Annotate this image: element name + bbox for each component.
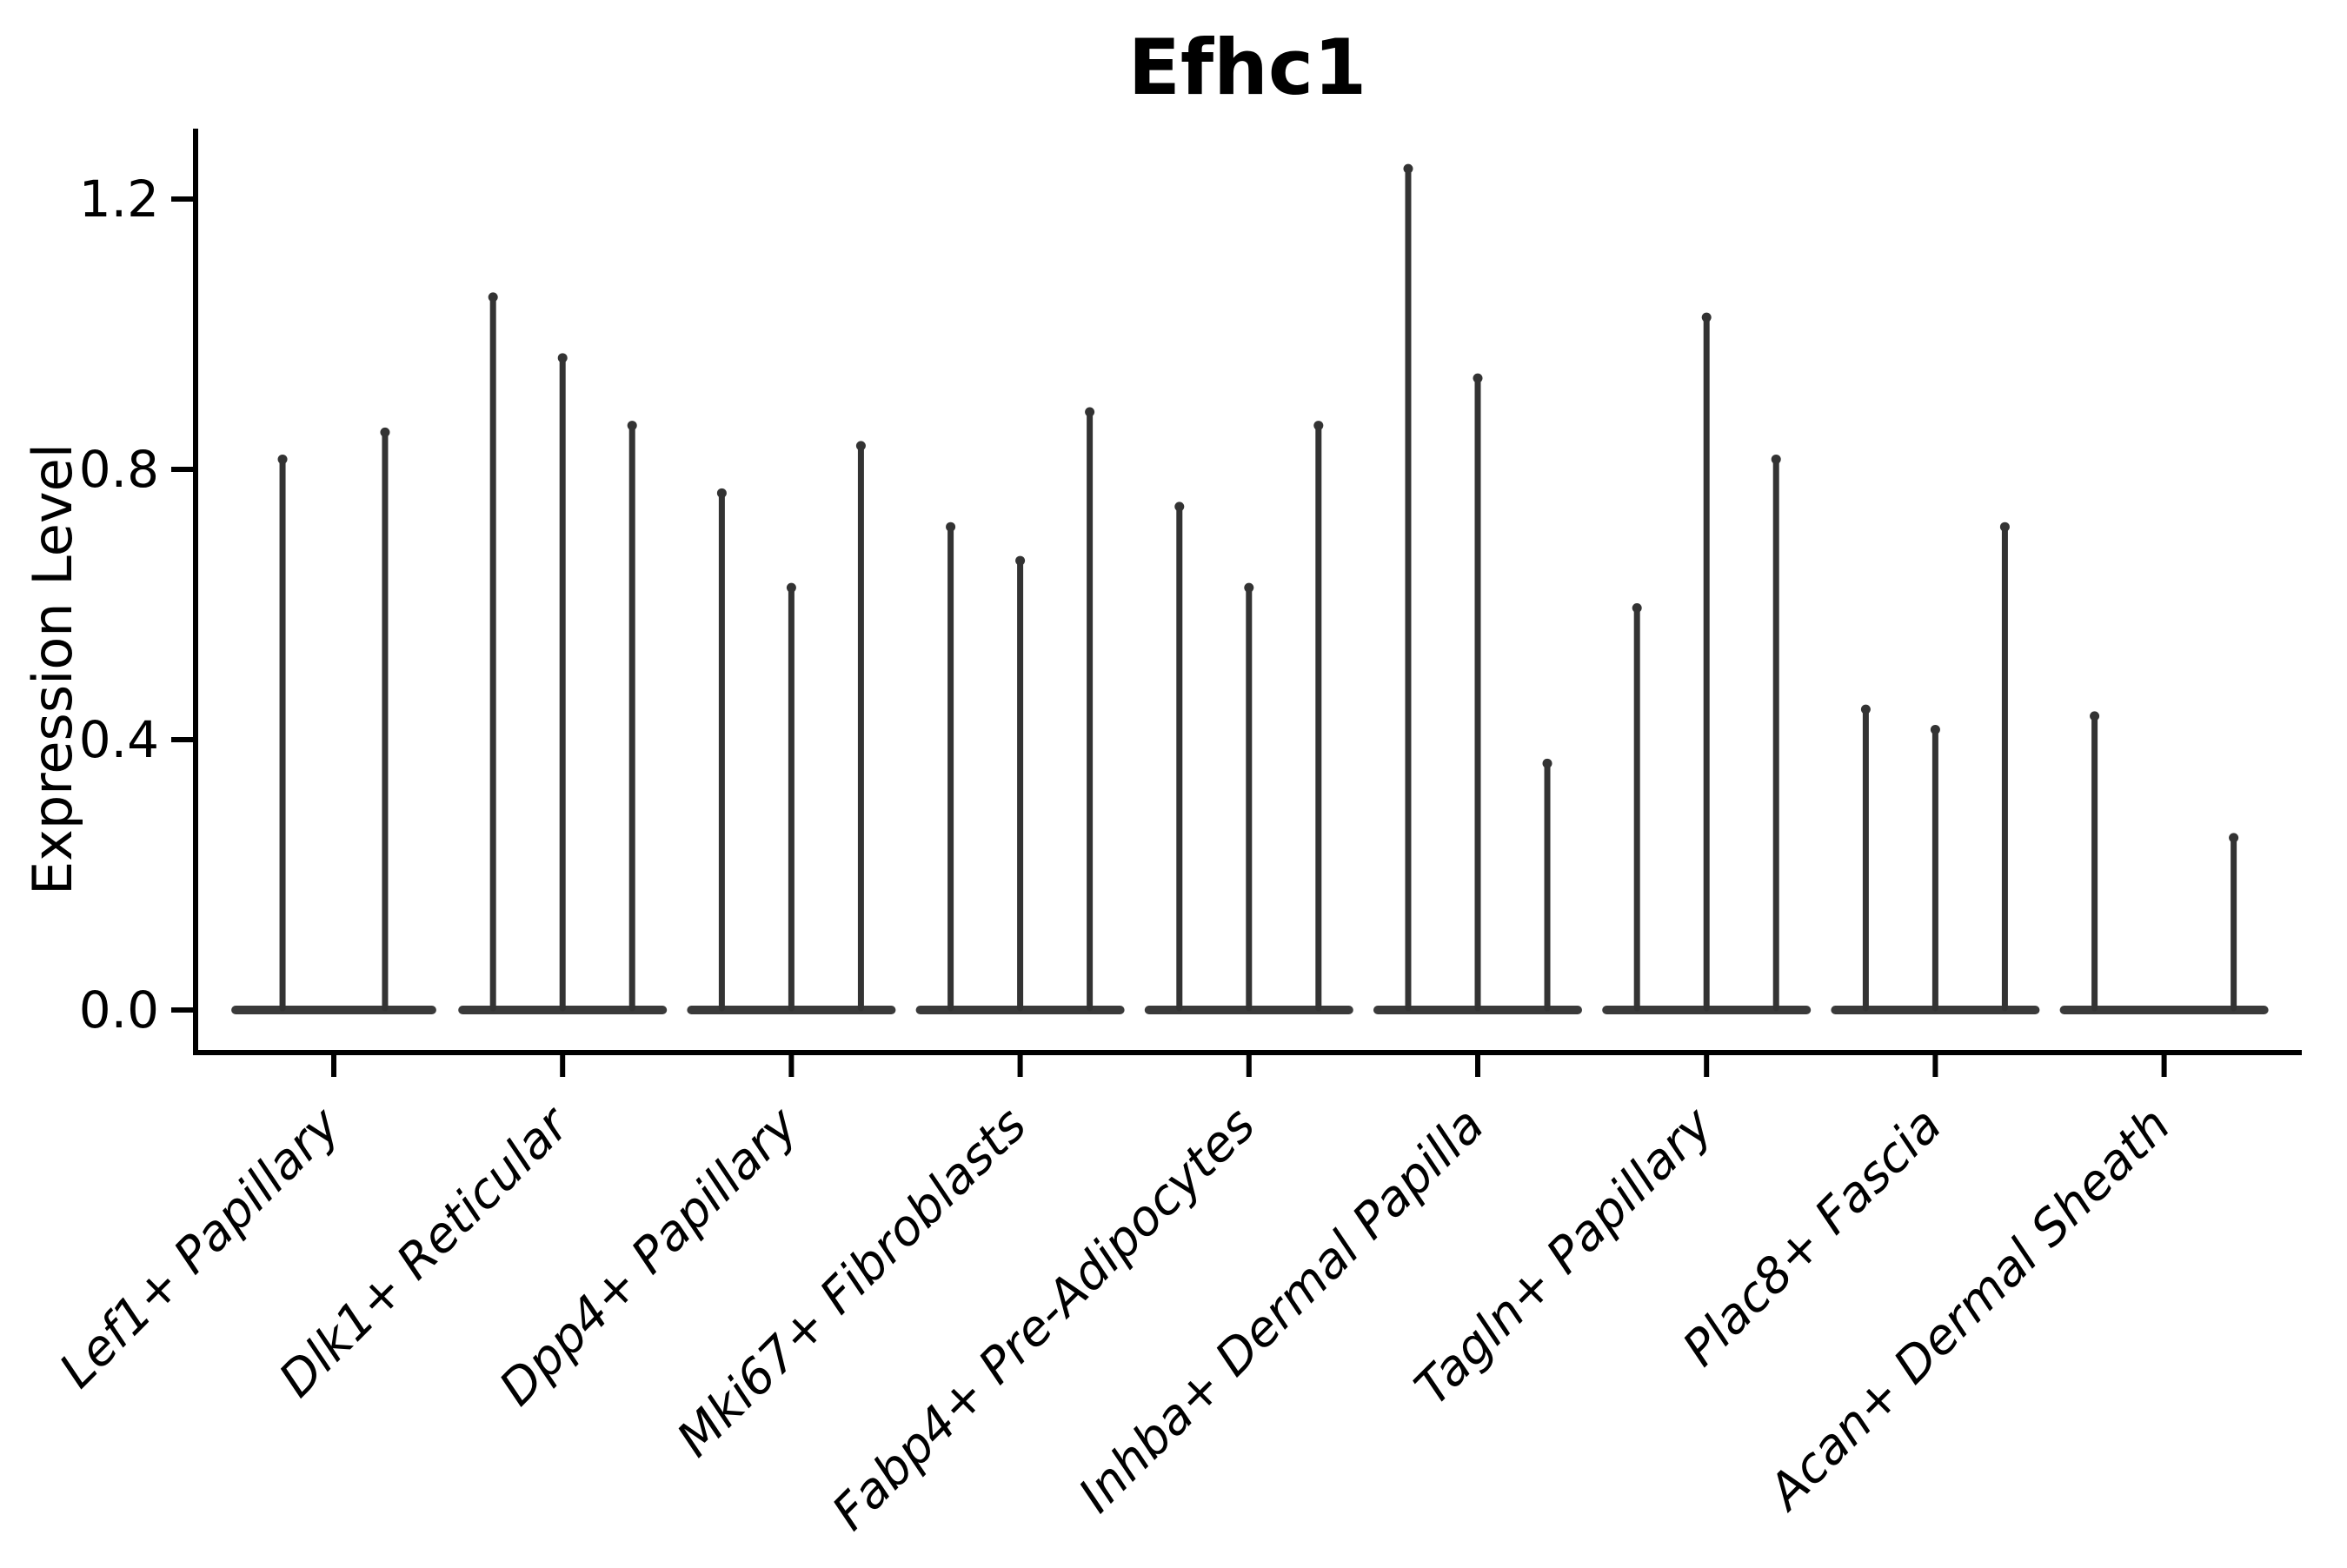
violin-spike-tip bbox=[946, 522, 956, 532]
violin-spike-tip bbox=[627, 421, 637, 431]
x-tick-label: Fabp4+ Pre-Adipocytes bbox=[821, 1097, 1266, 1541]
violin-spike-tip bbox=[716, 488, 727, 498]
violin-category bbox=[458, 292, 668, 1014]
violin-spike-tip bbox=[1085, 407, 1095, 417]
y-tick-group: 0.0 0.4 0.8 1.2 bbox=[79, 169, 196, 1040]
y-tick-label: 0.0 bbox=[79, 980, 159, 1040]
violin-spike-tip bbox=[1403, 163, 1413, 174]
violin-category bbox=[1602, 312, 1812, 1014]
violin-spike-tip bbox=[557, 353, 568, 363]
violin-category bbox=[915, 407, 1125, 1014]
plot-title: Efhc1 bbox=[1128, 23, 1366, 112]
violin-category bbox=[1831, 522, 2040, 1014]
violin-spike-tip bbox=[1701, 312, 1712, 322]
y-tick-label: 1.2 bbox=[79, 169, 159, 229]
violin-base bbox=[231, 1006, 436, 1014]
violin-spike-tip bbox=[786, 582, 796, 593]
violin-spike-tip bbox=[1771, 454, 1781, 464]
x-tick-label: Acan+ Dermal Sheath bbox=[1756, 1097, 2181, 1522]
violin-spike-tip bbox=[2090, 711, 2100, 721]
violin-spike-tip bbox=[1015, 555, 1026, 566]
violin-spike-tip bbox=[2229, 833, 2239, 843]
violin-base bbox=[2059, 1006, 2269, 1014]
violin-spike-tip bbox=[1313, 421, 1324, 431]
violin-spike-tip bbox=[1244, 582, 1254, 593]
violin-spike-tip bbox=[1860, 704, 1871, 714]
x-tick-label: Inhba+ Dermal Papilla bbox=[1068, 1097, 1495, 1524]
violin-spike-tip bbox=[1542, 758, 1552, 768]
y-tick-label: 0.4 bbox=[79, 710, 159, 769]
violin-category bbox=[1144, 421, 1353, 1014]
y-tick-label: 0.8 bbox=[79, 440, 159, 499]
violin-category bbox=[1373, 163, 1583, 1014]
violin-spike-tip bbox=[1473, 373, 1483, 383]
violin-spike-tip bbox=[1174, 502, 1185, 512]
violin-spike-tip bbox=[1930, 724, 1940, 734]
violin-spike-tip bbox=[488, 292, 498, 302]
violins-group bbox=[231, 163, 2269, 1014]
violin-spike-tip bbox=[855, 441, 866, 451]
violin-category bbox=[687, 441, 896, 1014]
violin-spike-tip bbox=[277, 454, 288, 464]
violin-category bbox=[2059, 711, 2269, 1014]
violin-spike-tip bbox=[380, 427, 390, 437]
violin-spike-tip bbox=[1999, 522, 2010, 532]
violin-category bbox=[231, 427, 436, 1014]
violin-spike-tip bbox=[1632, 603, 1642, 613]
y-axis-label: Expression Level bbox=[21, 443, 84, 895]
